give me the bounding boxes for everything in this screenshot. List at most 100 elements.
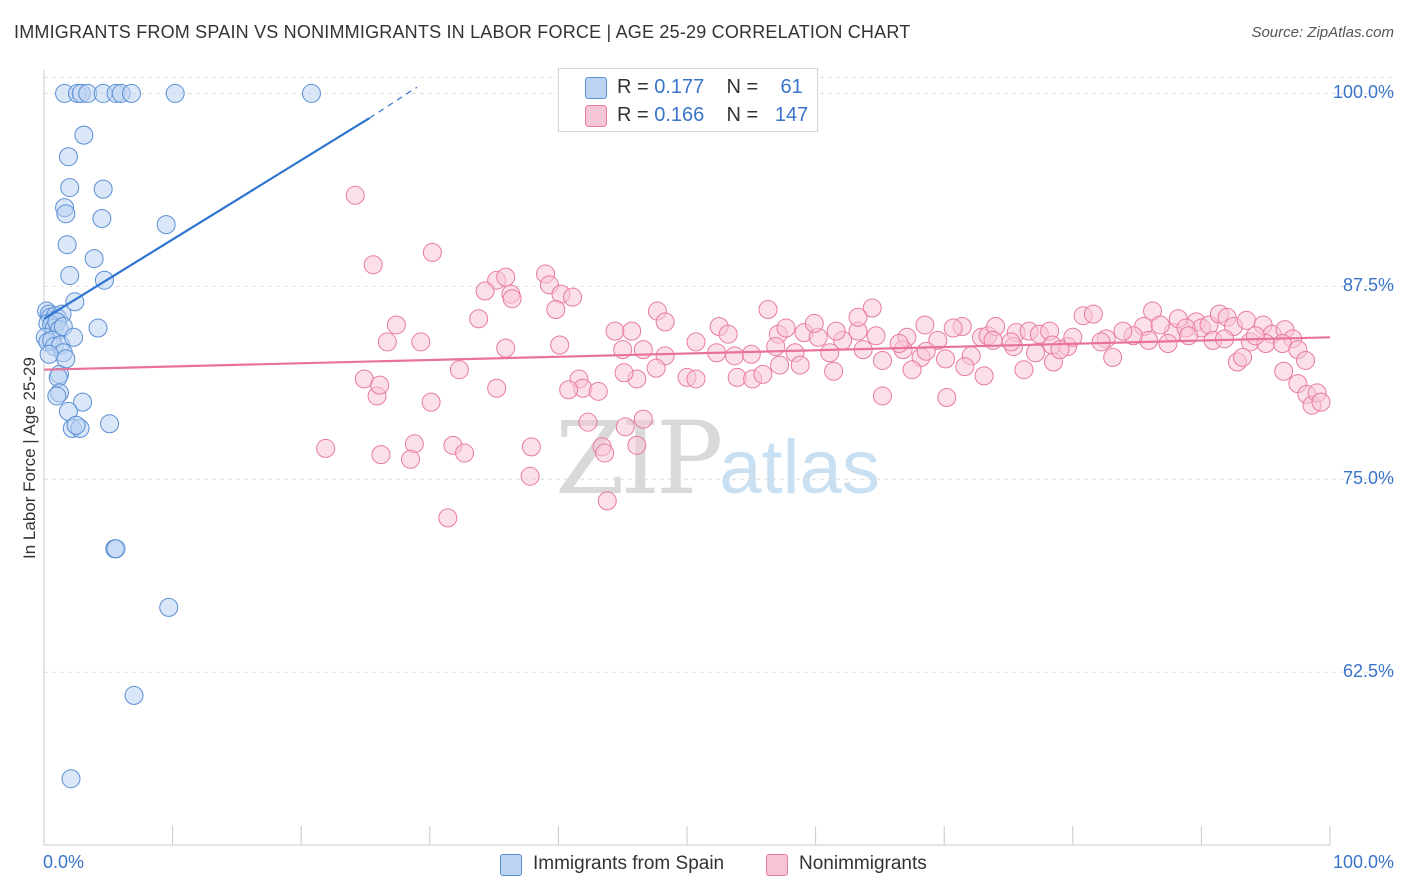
nonimmigrants-point [1001,332,1021,352]
nonimmigrants-point [386,315,406,335]
legend-swatch-pink [585,105,607,127]
nonimmigrants-point [1311,392,1331,412]
nonimmigrants-point [872,350,892,370]
nonimmigrants-point [487,378,507,398]
nonimmigrants-point [718,324,738,344]
nonimmigrants-point [496,267,516,287]
nonimmigrants-point [1063,327,1083,347]
nonimmigrants-point [633,409,653,429]
nonimmigrants-point [766,337,786,357]
nonimmigrants-point [563,287,583,307]
nonimmigrants-point [363,255,383,275]
immigrants-from-spain-point [61,769,81,789]
source-label: Source: ZipAtlas.com [1251,24,1394,41]
legend-text: R = 0.177 N = 61 [617,76,803,99]
immigrants-from-spain-point [56,349,76,369]
nonimmigrants-point [469,309,489,329]
nonimmigrants-point [1236,310,1256,330]
nonimmigrants-point [1274,361,1294,381]
immigrants-from-spain-point [88,318,108,338]
nonimmigrants-point [614,363,634,383]
nonimmigrants-point [615,417,635,437]
nonimmigrants-point [1245,326,1265,346]
nonimmigrants-point [826,321,846,341]
trend-lines [43,86,1331,371]
immigrants-from-spain-point [73,392,93,412]
stats-legend: R = 0.177 N = 61 R = 0.166 N = 147 [558,68,818,132]
legend-swatch-pink [766,854,788,876]
nonimmigrants-point [422,242,442,262]
nonimmigrants-point [370,375,390,395]
legend-n-label: N = [726,104,759,126]
legend-text: R = 0.166 N = 147 [617,104,808,127]
legend-swatch-blue [500,854,522,876]
nonimmigrants-point [345,185,365,205]
nonimmigrants-point [1233,347,1253,367]
watermark-atlas: atlas [719,425,880,510]
nonimmigrants-point [848,307,868,327]
immigrants-from-spain-point [84,249,104,269]
nonimmigrants-point [725,346,745,366]
nonimmigrants-point [1296,350,1316,370]
nonimmigrants-point [371,445,391,465]
nonimmigrants-point [438,508,458,528]
immigrants-from-spain-point [56,204,76,224]
nonimmigrants-point [741,344,761,364]
nonimmigrants-point [889,333,909,353]
nonimmigrants-point [475,281,495,301]
immigrants-from-spain-point [124,685,144,705]
nonimmigrants-point [627,435,647,455]
nonimmigrants-point [449,360,469,380]
nonimmigrants-point [686,332,706,352]
nonimmigrants-point [520,466,540,486]
chart-title: IMMIGRANTS FROM SPAIN VS NONIMMIGRANTS I… [14,22,911,42]
axes [43,70,1331,846]
nonimmigrants-point [955,357,975,377]
nonimmigrants-point [550,335,570,355]
legend-n-value: 147 [774,104,809,126]
immigrants-from-spain-point [165,83,185,103]
y-tick-label: 100.0% [1332,82,1394,103]
nonimmigrants-point [1014,360,1034,380]
nonimmigrants-point [943,318,963,338]
immigrants-from-spain-point [106,539,126,559]
nonimmigrants-point [937,387,957,407]
nonimmigrants-point [578,412,598,432]
nonimmigrants-trend-line [43,336,1331,371]
legend-r-value: 0.177 [654,76,705,98]
nonimmigrants-point [595,443,615,463]
legend-label: Nonimmigrants [799,853,927,874]
nonimmigrants-point [753,364,773,384]
immigrants-from-spain-point [58,147,78,167]
legend-n-value: 61 [780,76,803,98]
immigrants-from-spain-point [156,215,176,235]
nonimmigrants-point [804,313,824,333]
immigrants-from-spain-point [66,415,86,435]
nonimmigrants-point [633,340,653,360]
nonimmigrants-point [1150,315,1170,335]
nonimmigrants-point [1113,321,1133,341]
nonimmigrants-point [377,332,397,352]
nonimmigrants-point [655,312,675,332]
legend-swatch-blue [585,77,607,99]
nonimmigrants-point [866,326,886,346]
nonimmigrants-point [455,443,475,463]
x-tick-label-max: 100.0% [1332,852,1394,872]
nonimmigrants-point [559,380,579,400]
nonimmigrants-point [974,366,994,386]
nonimmigrants-point [1026,343,1046,363]
nonimmigrants-point [790,355,810,375]
immigrants-from-spain-point [74,125,94,145]
immigrants-from-spain-points [35,83,321,789]
nonimmigrants-point [776,318,796,338]
nonimmigrants-point [872,386,892,406]
legend-n-label: N = [726,76,759,98]
immigrants-from-spain-point [92,208,112,228]
nonimmigrants-point [401,449,421,469]
immigrants-from-spain-point [159,597,179,617]
immigrants-from-spain-point [301,83,321,103]
nonimmigrants-point [502,289,522,309]
nonimmigrants-point [862,298,882,318]
nonimmigrants-point [916,341,936,361]
grid-lines [44,76,1393,673]
